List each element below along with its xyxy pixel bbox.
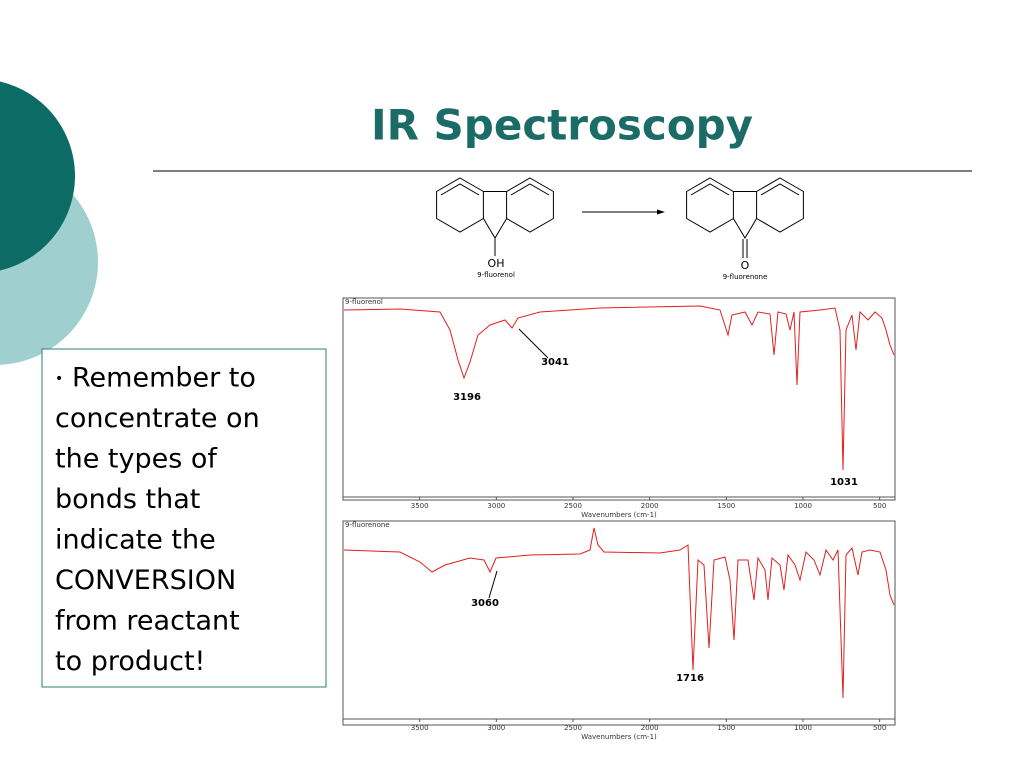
tick-label: 3000	[487, 502, 505, 510]
tick-label: 2000	[641, 502, 659, 510]
leader-line	[488, 570, 498, 599]
spectrum-frame	[342, 520, 896, 726]
tick-label: 1000	[794, 724, 812, 732]
spectrum-label: 9-fluorenone	[345, 521, 390, 529]
axis-label: Wavenumbers (cm-1)	[581, 733, 657, 741]
tick-label: 1500	[717, 502, 735, 510]
spectrum-curve	[343, 527, 895, 699]
tick-label: 3500	[411, 724, 429, 732]
tick-label: 3500	[411, 502, 429, 510]
peak-label: 3196	[453, 392, 481, 403]
peak-label: 3041	[541, 357, 569, 368]
bullet-line: to product!	[55, 646, 205, 677]
reactant-name: 9-fluorenol	[477, 271, 515, 279]
reactant-group: OH	[488, 257, 505, 270]
tick-label: 1500	[717, 724, 735, 732]
bullet-marker: •	[55, 371, 63, 387]
bullet-line: concentrate on	[55, 403, 260, 434]
tick-label: 500	[873, 502, 886, 510]
tick-label: 2500	[564, 502, 582, 510]
tick-label: 2500	[564, 724, 582, 732]
product-structure	[686, 177, 804, 258]
peak-label: 1716	[676, 673, 704, 684]
bullet-box	[41, 348, 327, 688]
peak-label: 1031	[830, 477, 858, 488]
arrow-head	[657, 209, 665, 215]
bullet-line: the types of	[55, 444, 218, 475]
bullet-line: bonds that	[55, 484, 200, 515]
reactant-structure	[436, 177, 554, 256]
bullet-line: indicate the	[55, 525, 216, 556]
title: IR Spectroscopy	[371, 101, 753, 150]
tick-label: 1000	[794, 502, 812, 510]
tick-label: 3000	[487, 724, 505, 732]
bullet-line: CONVERSION	[55, 565, 236, 596]
bullet-line: Remember to	[72, 363, 256, 394]
tick-label: 500	[873, 724, 886, 732]
bullet-line: from reactant	[55, 606, 240, 637]
peak-label: 3060	[471, 598, 499, 609]
spectrum-frame	[342, 297, 896, 501]
spectrum-label: 9-fluorenol	[345, 298, 383, 306]
product-group: O	[741, 259, 750, 272]
bullet-text: Remember to concentrate on the types of bon…	[55, 363, 260, 678]
deco-circle-dark	[0, 81, 75, 271]
spectrum-curve	[343, 305, 895, 471]
tick-label: 2000	[641, 724, 659, 732]
product-name: 9-fluorenone	[723, 273, 768, 281]
axis-label: Wavenumbers (cm-1)	[581, 511, 657, 519]
leader-line	[518, 328, 549, 359]
